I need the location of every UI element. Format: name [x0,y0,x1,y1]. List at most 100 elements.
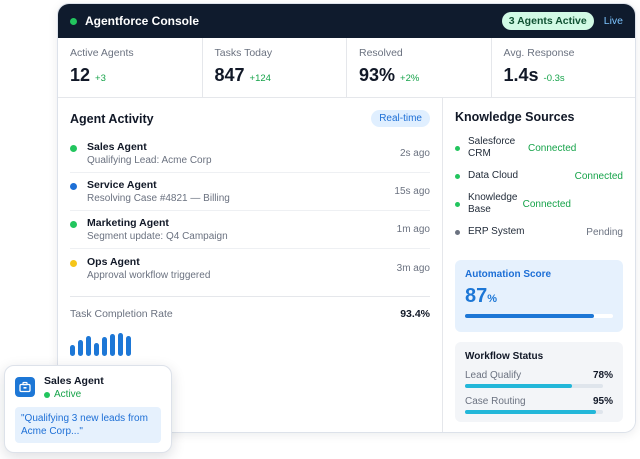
status-dot [455,145,460,151]
activity-item[interactable]: Ops Agent Approval workflow triggered 3m … [70,249,430,287]
completion-bar [110,334,115,356]
activity-time: 2s ago [399,148,430,159]
source-status: Connected [522,198,571,210]
stat-value: 1.4s [503,65,539,85]
live-indicator[interactable]: Live [603,15,623,27]
task-completion-value: 93.4% [400,308,430,320]
stat-delta: -0.3s [543,73,565,84]
activity-time: 1m ago [396,224,430,235]
workflow-status-label: Workflow Status [465,351,544,362]
agent-status-label: Active [54,389,82,400]
agent-activity-panel: Agent Activity Real-time Sales Agent Qual… [58,98,443,432]
agent-task: Approval workflow triggered [87,269,211,281]
status-dot [70,221,77,228]
section-title: Agent Activity [70,111,154,126]
source-status: Connected [574,170,623,182]
automation-score-card: Automation Score 87% [455,260,623,332]
workflow-progress [465,384,603,388]
status-dot [70,17,77,25]
workflow-progress [465,410,603,414]
source-status: Connected [528,142,577,154]
sales-agent-card[interactable]: Sales Agent Active "Qualifying 3 new lea… [4,365,172,453]
source-name: ERP System [468,226,525,237]
source-name: Knowledge Base [468,192,518,215]
agent-status: Active [44,389,104,400]
stat-value: 93% [359,65,396,85]
stat-label: Avg. Response [503,47,575,59]
completion-bar [94,343,99,356]
agent-task: Segment update: Q4 Campaign [87,231,228,242]
task-completion: Task Completion Rate 93.4% [70,308,430,356]
source-name: Salesforce CRM [468,136,516,159]
stat-label: Active Agents [70,47,134,59]
activity-time: 15s ago [394,186,430,197]
activity-time: 3m ago [396,262,430,274]
workflow-pct: 95% [592,396,613,407]
workflow-item: Case Routing 95% [465,396,613,414]
activity-item[interactable]: Sales Agent Qualifying Lead: Acme Corp 2s… [70,135,430,173]
knowledge-source[interactable]: Data Cloud Connected [455,162,623,190]
automation-score-unit: % [487,293,498,305]
status-dot [455,201,460,207]
agent-task: Qualifying Lead: Acme Corp [87,155,212,166]
completion-bar [126,336,131,356]
titlebar: Agentforce Console 3 Agents Active Live [58,4,635,38]
workflow-pct: 78% [592,370,613,381]
automation-progress-fill [465,314,594,318]
agents-active-badge: 3 Agents Active [501,12,594,30]
completion-bar [118,333,123,356]
agent-name: Marketing Agent [87,217,169,229]
stat-tasks-today: Tasks Today 847 +124 [203,38,347,97]
agent-name: Service Agent [87,179,157,191]
stat-active-agents: Active Agents 12 +3 [58,38,203,97]
status-dot [70,183,77,190]
realtime-badge[interactable]: Real-time [371,110,430,127]
workflow-name: Lead Qualify [465,370,522,381]
knowledge-panel: Knowledge Sources Salesforce CRM Connect… [443,98,635,432]
agent-name: Sales Agent [87,141,147,153]
agent-message: "Qualifying 3 new leads from Acme Corp..… [15,407,161,443]
workflow-item: Lead Qualify 78% [465,370,613,388]
workflow-progress-fill [465,384,573,388]
knowledge-source[interactable]: ERP System Pending [455,218,623,246]
status-dot [44,391,50,398]
stat-value: 847 [214,65,245,85]
workflow-progress-fill [465,410,596,414]
status-dot [455,229,460,235]
stat-resolved: Resolved 93% +2% [347,38,492,97]
status-dot [455,173,460,179]
source-name: Data Cloud [468,170,519,181]
automation-progress [465,314,613,318]
automation-score-label: Automation Score [465,269,552,280]
agent-name: Sales Agent [44,375,104,387]
stat-avg-response: Avg. Response 1.4s -0.3s [492,38,636,97]
completion-bar [70,345,75,356]
agent-briefcase-icon [15,377,35,397]
task-completion-label: Task Completion Rate [70,308,173,320]
automation-score-value: 87 [465,285,488,307]
activity-item[interactable]: Service Agent Resolving Case #4821 — Bill… [70,173,430,211]
activity-item[interactable]: Marketing Agent Segment update: Q4 Campai… [70,211,430,249]
stat-label: Tasks Today [214,47,273,59]
completion-bar [78,340,83,356]
completion-sparkbars [70,328,430,356]
stats-row: Active Agents 12 +3 Tasks Today 847 +124 R… [58,38,635,98]
stat-value: 12 [70,65,91,85]
stat-delta: +3 [95,73,106,84]
agent-task: Resolving Case #4821 — Billing [87,193,230,204]
knowledge-source[interactable]: Knowledge Base Connected [455,190,623,218]
section-title: Knowledge Sources [455,110,575,124]
source-status: Pending [586,226,623,238]
console-title: Agentforce Console [85,14,200,28]
completion-bar [102,337,107,356]
stat-delta: +2% [400,73,420,84]
agentforce-console: Agentforce Console 3 Agents Active Live … [57,3,636,433]
status-dot [70,145,77,152]
status-dot [70,259,77,267]
agent-name: Ops Agent [87,255,140,268]
workflow-status-card: Workflow Status Lead Qualify 78% Case Rou… [455,342,623,422]
knowledge-source[interactable]: Salesforce CRM Connected [455,134,623,162]
stat-delta: +124 [249,73,271,84]
stat-label: Resolved [359,47,403,59]
completion-bar [86,336,91,356]
